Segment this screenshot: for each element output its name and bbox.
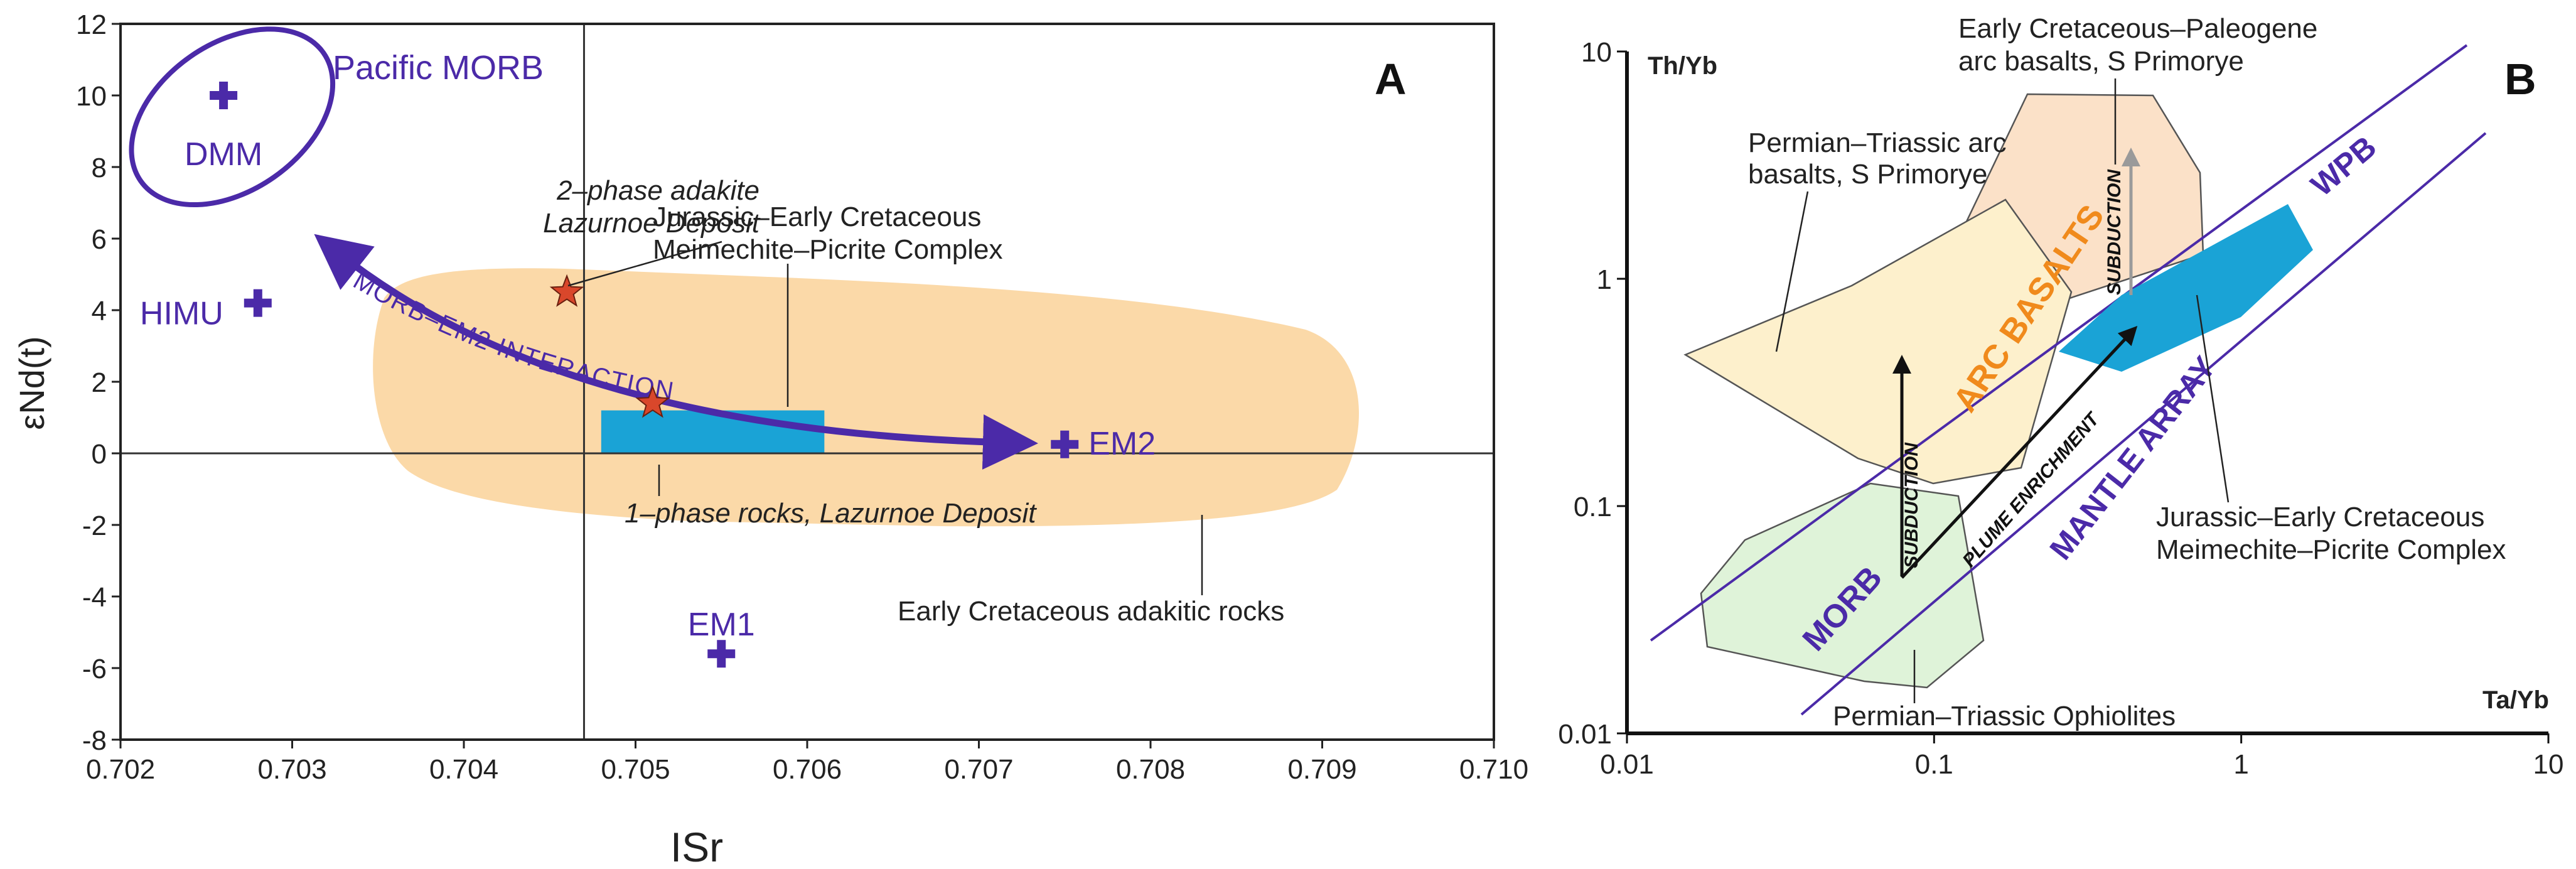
adakite-leader (567, 240, 722, 287)
panel-b: 0.01 0.1 1 10 0.01 0.1 1 10 Th/Yb Ta/Yb Permia… (1558, 13, 2563, 780)
x-axis-label-b: Ta/Yb (2482, 686, 2549, 714)
cross-marker (1051, 430, 1079, 458)
y-tick-label-a: 4 (92, 296, 107, 327)
perm-arc-leader (1775, 191, 1809, 352)
meim-b-leader (2196, 294, 2230, 503)
y-tick-label-a: 6 (92, 224, 107, 255)
y-tick-label-a: -8 (82, 725, 107, 756)
meim-b-label-line2: Meimechite–Picrite Complex (2156, 534, 2506, 565)
samples-a (549, 274, 670, 418)
x-ticks-b: 0.01 0.1 1 10 (1600, 733, 2563, 780)
subduction-label-1: SUBDUCTION (1901, 442, 1922, 568)
x-tick-label-a: 0.705 (601, 754, 670, 785)
end-member-label: DMM (185, 136, 262, 173)
adakite-label-line2: Lazurnoe Deposit (543, 208, 761, 239)
meim-label-line2: Meimechite–Picrite Complex (653, 234, 1003, 265)
y-tick-label-a: -4 (82, 582, 107, 613)
adakitic-rocks-field (373, 268, 1359, 527)
y-axis-label-a: εNd(t) (12, 336, 51, 429)
x-tick-label-a: 0.703 (257, 754, 326, 785)
y-tick-label-a: -6 (82, 654, 107, 684)
y-tick-label-b: 10 (1581, 37, 1612, 68)
end-member-dmm: DMM (185, 82, 262, 173)
meim-b-label-line1: Jurassic–Early Cretaceous (2156, 502, 2484, 532)
x-tick-label-b: 0.1 (1915, 749, 1953, 780)
end-member-label: EM1 (688, 607, 755, 643)
y-tick-label-a: 10 (76, 81, 107, 112)
one-phase-label: 1–phase rocks, Lazurnoe Deposit (625, 498, 1037, 529)
perm-arc-label-line1: Permian–Triassic arc (1748, 127, 2007, 158)
y-ticks-b: 0.01 0.1 1 10 (1558, 37, 1627, 750)
x-tick-label-b: 10 (2533, 749, 2564, 780)
y-tick-label-a: 0 (92, 439, 107, 470)
x-axis-label-a: ISr (670, 824, 723, 869)
ophiolites-label: Permian–Triassic Ophiolites (1833, 701, 2176, 731)
end-member-em1: EM1 (688, 607, 755, 668)
mantle-array-upper-line (1650, 44, 2468, 642)
x-ticks-a: 0.702 0.703 0.704 0.705 0.706 0.707 0.708 0.709… (86, 740, 1528, 785)
perm-arc-label-line2: basalts, S Primorye (1748, 159, 1987, 190)
end-member-em2: EM2 (1051, 426, 1156, 462)
pacific-morb-label: Pacific MORB (333, 49, 544, 87)
adakitic-label: Early Cretaceous adakitic rocks (898, 596, 1284, 627)
meim-label-line1: Jurassic–Early Cretaceous (653, 202, 981, 232)
x-tick-label-a: 0.704 (429, 754, 498, 785)
meimechite-picrite-rect (601, 410, 825, 453)
x-tick-label-a: 0.707 (944, 754, 1013, 785)
perm-arc-basalts-field (1683, 198, 2073, 485)
cross-marker (707, 640, 736, 668)
y-tick-label-a: 2 (92, 367, 107, 398)
end-members: DMM HIMU EM1 EM2 (140, 82, 1156, 668)
end-member-label: HIMU (140, 296, 223, 332)
end-member-himu: HIMU (140, 289, 272, 332)
ophiolites-field (1700, 482, 1985, 689)
ecp-label-line2: arc basalts, S Primorye (1958, 46, 2244, 77)
y-ticks-a: -8 -6 -4 -2 0 2 4 6 8 10 12 (76, 9, 121, 756)
ecp-label-line1: Early Cretaceous–Paleogene (1958, 13, 2317, 44)
sample-star-1 (549, 274, 584, 307)
y-tick-label-a: 8 (92, 153, 107, 183)
panel-label-b: B (2504, 55, 2536, 104)
cross-marker (244, 289, 272, 317)
y-axis-label-b: Th/Yb (1648, 52, 1717, 80)
y-tick-label-a: 12 (76, 9, 107, 40)
mantle-array-lower-line (1800, 132, 2487, 716)
end-member-label: EM2 (1088, 426, 1156, 462)
x-tick-label-a: 0.709 (1287, 754, 1356, 785)
morb-em2-arrow (314, 234, 1038, 470)
x-tick-label-b: 0.01 (1600, 749, 1654, 780)
x-tick-label-a: 0.710 (1459, 754, 1528, 785)
plume-arrow (1901, 326, 2138, 579)
pacific-morb-ellipse (129, 26, 336, 208)
x-tick-label-a: 0.706 (773, 754, 842, 785)
x-tick-label-b: 1 (2233, 749, 2248, 780)
y-tick-label-b: 0.1 (1574, 492, 1612, 522)
sample-star-2 (635, 385, 670, 418)
x-tick-label-a: 0.702 (86, 754, 155, 785)
y-tick-label-b: 0.01 (1558, 719, 1612, 750)
wpb-label: WPB (2304, 129, 2383, 203)
adakite-label-line1: 2–phase adakite (556, 175, 759, 206)
cross-marker (210, 82, 238, 109)
y-tick-label-b: 1 (1597, 264, 1612, 295)
panel-a: 0.702 0.703 0.704 0.705 0.706 0.707 0.708 0.709… (12, 9, 1528, 869)
subduction-label-2: SUBDUCTION (2104, 169, 2125, 295)
panel-label-a: A (1375, 55, 1407, 104)
y-tick-label-a: -2 (82, 510, 107, 541)
x-tick-label-a: 0.708 (1116, 754, 1185, 785)
